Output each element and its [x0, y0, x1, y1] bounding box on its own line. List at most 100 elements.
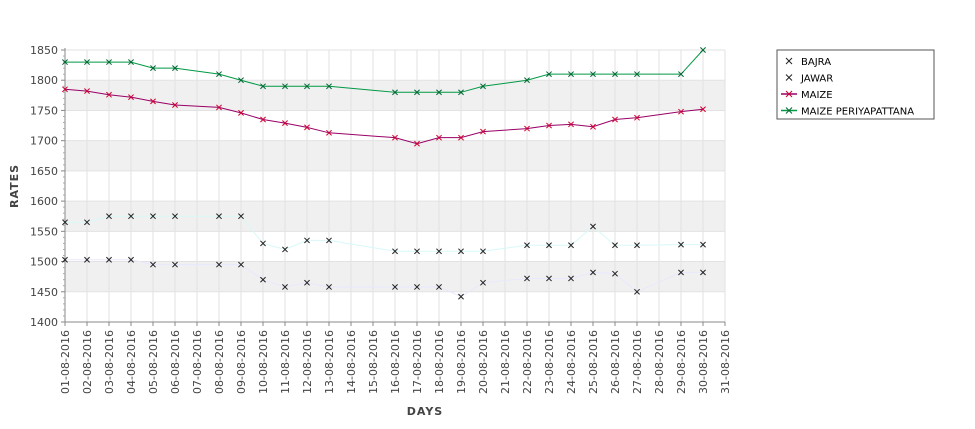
marker-stroke [128, 256, 134, 263]
x-tick-label: 15-08-2016 [367, 330, 380, 394]
marker-stroke [458, 293, 464, 300]
marker-stroke [326, 283, 332, 290]
legend-box [776, 49, 935, 120]
x-tick-label: 14-08-2016 [345, 330, 358, 394]
marker-stroke [700, 241, 706, 248]
jawar-point [480, 248, 486, 255]
marker-stroke [458, 89, 464, 96]
bajra-point [414, 283, 420, 290]
marker-stroke [568, 242, 574, 249]
jawar-point [414, 248, 420, 255]
jawar-point [678, 241, 684, 248]
y-tick-label: 1650 [30, 165, 58, 178]
marker-stroke [678, 108, 684, 115]
maize-periyapattana-point [612, 71, 618, 78]
x-tick-label: 06-08-2016 [169, 330, 182, 394]
marker-stroke [524, 77, 530, 84]
bajra-point [238, 261, 244, 268]
marker-stroke [546, 242, 552, 249]
marker-stroke [436, 283, 442, 290]
legend-marker-stroke [785, 57, 793, 65]
jawar-point [634, 242, 640, 249]
x-tick-label: 04-08-2016 [125, 330, 138, 394]
marker-stroke [590, 223, 596, 230]
legend-item-jawar: JAWAR [785, 74, 833, 85]
x-tick-label: 26-08-2016 [609, 330, 622, 394]
jawar-point [260, 240, 266, 247]
jawar-point [304, 237, 310, 244]
marker-stroke [568, 275, 574, 282]
bajra-point [436, 283, 442, 290]
maize-point [62, 86, 68, 93]
jawar-point [590, 223, 596, 230]
y-tick-label: 1700 [30, 135, 58, 148]
maize-point [304, 124, 310, 131]
x-axis-title: DAYS [407, 405, 443, 418]
maize-periyapattana-point [304, 83, 310, 90]
y-tick-label: 1450 [30, 286, 58, 299]
maize-point [590, 123, 596, 130]
bajra-point [634, 288, 640, 295]
y-tick-label: 1500 [30, 256, 58, 269]
legend-item-maize-periyapattana: MAIZE PERIYAPATTANA [781, 107, 914, 118]
marker-stroke [678, 71, 684, 78]
maize-point [436, 134, 442, 141]
maize-point [612, 116, 618, 123]
x-tick-label: 29-08-2016 [675, 330, 688, 394]
jawar-point [700, 241, 706, 248]
marker-stroke [260, 240, 266, 247]
y-axis-title: RATES [8, 164, 21, 208]
marker-stroke [172, 261, 178, 268]
marker-stroke [150, 65, 156, 72]
jawar-point [62, 219, 68, 226]
bajra-point [128, 256, 134, 263]
bajra-point [590, 269, 596, 276]
marker-stroke [436, 248, 442, 255]
jawar-point [282, 246, 288, 253]
x-tick-label: 08-08-2016 [213, 330, 226, 394]
jawar-point [524, 242, 530, 249]
marker-stroke [172, 65, 178, 72]
marker-stroke [392, 283, 398, 290]
maize-periyapattana-point [678, 71, 684, 78]
marker-stroke [260, 83, 266, 90]
maize-periyapattana-point [436, 89, 442, 96]
marker-stroke [568, 71, 574, 78]
legend-label: MAIZE [801, 90, 833, 101]
marker-stroke [414, 283, 420, 290]
marker-stroke [568, 121, 574, 128]
marker-stroke [238, 213, 244, 220]
marker-stroke [216, 104, 222, 111]
bajra-point [106, 256, 112, 263]
bajra-point [392, 283, 398, 290]
maize-periyapattana-point [414, 89, 420, 96]
marker-stroke [524, 275, 530, 282]
marker-stroke [238, 109, 244, 116]
legend-label: JAWAR [800, 74, 833, 85]
marker-stroke [304, 124, 310, 131]
marker-stroke [84, 256, 90, 263]
bajra-point [260, 276, 266, 283]
marker-stroke [216, 213, 222, 220]
marker-stroke [458, 248, 464, 255]
maize-periyapattana-point [238, 77, 244, 84]
marker-stroke [414, 89, 420, 96]
bajra-point [216, 261, 222, 268]
marker-stroke [634, 114, 640, 121]
legend-marker-stroke [785, 90, 793, 98]
marker-stroke [634, 242, 640, 249]
y-tick-label: 1800 [30, 74, 58, 87]
x-tick-label: 13-08-2016 [323, 330, 336, 394]
x-tick-label: 16-08-2016 [389, 330, 402, 394]
marker-stroke [216, 261, 222, 268]
bajra-point [304, 279, 310, 286]
marker-stroke [128, 94, 134, 101]
marker-stroke [700, 106, 706, 113]
marker-stroke [62, 256, 68, 263]
maize-point [216, 104, 222, 111]
maize-periyapattana-point [128, 59, 134, 66]
y-tick-label: 1600 [30, 195, 58, 208]
marker-stroke [480, 248, 486, 255]
series-layer [62, 47, 706, 300]
marker-stroke [678, 269, 684, 276]
